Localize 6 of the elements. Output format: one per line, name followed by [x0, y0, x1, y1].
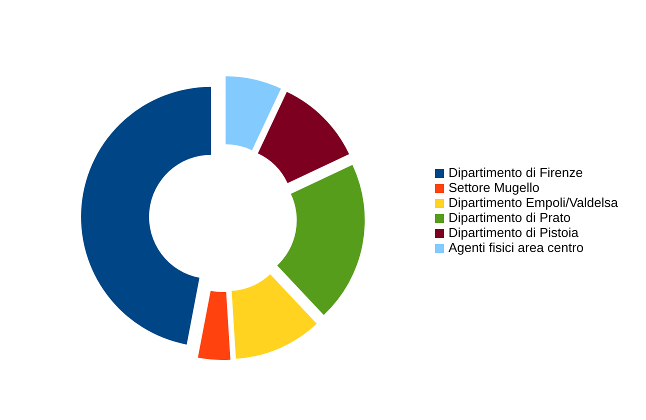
legend-label: Dipartimento di Prato [448, 210, 571, 225]
legend-label: Dipartimento di Firenze [448, 165, 583, 180]
legend-label: Settore Mugello [448, 180, 540, 195]
legend-label: Dipartimento di Pistoia [448, 225, 578, 240]
legend-label: Dipartimento Empoli/Valdelsa [448, 195, 618, 210]
legend-label: Agenti fisici area centro [448, 240, 584, 255]
